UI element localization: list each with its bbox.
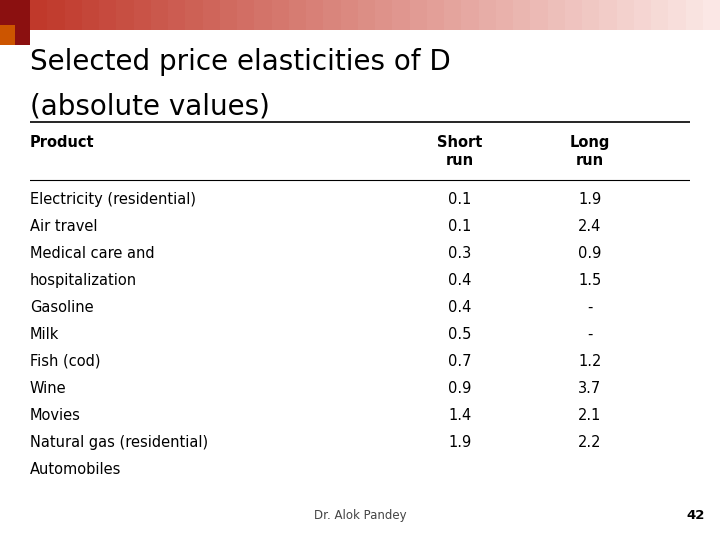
Text: run: run <box>446 153 474 168</box>
Bar <box>306 0 323 30</box>
Bar <box>599 0 616 30</box>
Bar <box>651 0 668 30</box>
Text: 0.4: 0.4 <box>449 300 472 315</box>
Bar <box>530 0 547 30</box>
Bar <box>358 0 375 30</box>
Bar <box>341 0 358 30</box>
Bar <box>392 0 410 30</box>
Text: Movies: Movies <box>30 408 81 423</box>
Text: 1.2: 1.2 <box>578 354 602 369</box>
Text: Natural gas (residential): Natural gas (residential) <box>30 435 208 450</box>
Bar <box>564 0 582 30</box>
Text: hospitalization: hospitalization <box>30 273 137 288</box>
Bar <box>479 0 496 30</box>
Bar <box>254 0 271 30</box>
Text: 0.7: 0.7 <box>449 354 472 369</box>
Bar <box>65 0 82 30</box>
Bar <box>168 0 185 30</box>
Bar <box>668 0 685 30</box>
Bar <box>513 0 530 30</box>
Bar <box>616 0 634 30</box>
Bar <box>289 0 306 30</box>
Bar <box>582 0 599 30</box>
Bar <box>271 0 289 30</box>
Bar <box>634 0 651 30</box>
Text: Product: Product <box>30 135 94 150</box>
Text: 1.5: 1.5 <box>578 273 602 288</box>
Bar <box>462 0 479 30</box>
Text: 1.9: 1.9 <box>449 435 472 450</box>
Text: (absolute values): (absolute values) <box>30 92 270 120</box>
Text: Electricity (residential): Electricity (residential) <box>30 192 196 207</box>
Bar <box>410 0 427 30</box>
Bar <box>685 0 703 30</box>
Bar <box>48 0 65 30</box>
Text: -: - <box>588 327 593 342</box>
Text: 2.4: 2.4 <box>578 219 602 234</box>
Text: Short: Short <box>437 135 482 150</box>
Bar <box>375 0 392 30</box>
Text: Air travel: Air travel <box>30 219 97 234</box>
Text: 42: 42 <box>687 509 705 522</box>
Text: Long: Long <box>570 135 610 150</box>
Bar <box>0 25 15 45</box>
Bar <box>99 0 116 30</box>
Text: 0.3: 0.3 <box>449 246 472 261</box>
Bar <box>444 0 462 30</box>
Text: Gasoline: Gasoline <box>30 300 94 315</box>
Text: 1.4: 1.4 <box>449 408 472 423</box>
Text: Selected price elasticities of D: Selected price elasticities of D <box>30 48 451 76</box>
Text: 0.9: 0.9 <box>449 381 472 396</box>
Bar <box>703 0 720 30</box>
Text: -: - <box>588 300 593 315</box>
Text: 1.9: 1.9 <box>578 192 602 207</box>
Text: Wine: Wine <box>30 381 67 396</box>
Text: Fish (cod): Fish (cod) <box>30 354 101 369</box>
Bar <box>116 0 133 30</box>
Bar <box>185 0 202 30</box>
Text: Medical care and: Medical care and <box>30 246 155 261</box>
Bar <box>220 0 237 30</box>
Text: 2.2: 2.2 <box>578 435 602 450</box>
Text: 0.5: 0.5 <box>449 327 472 342</box>
Text: Milk: Milk <box>30 327 59 342</box>
Text: 0.1: 0.1 <box>449 219 472 234</box>
Bar <box>237 0 254 30</box>
Text: 2.1: 2.1 <box>578 408 602 423</box>
Bar <box>202 0 220 30</box>
Text: 0.9: 0.9 <box>578 246 602 261</box>
Text: 0.1: 0.1 <box>449 192 472 207</box>
Bar <box>82 0 99 30</box>
Bar <box>150 0 168 30</box>
Bar <box>427 0 444 30</box>
Text: Dr. Alok Pandey: Dr. Alok Pandey <box>314 509 406 522</box>
Bar <box>547 0 564 30</box>
Bar <box>496 0 513 30</box>
Text: Automobiles: Automobiles <box>30 462 122 477</box>
Bar <box>0 0 30 45</box>
Text: 3.7: 3.7 <box>578 381 602 396</box>
Text: 0.4: 0.4 <box>449 273 472 288</box>
Bar <box>30 0 48 30</box>
Text: run: run <box>576 153 604 168</box>
Bar <box>133 0 150 30</box>
Bar <box>323 0 341 30</box>
